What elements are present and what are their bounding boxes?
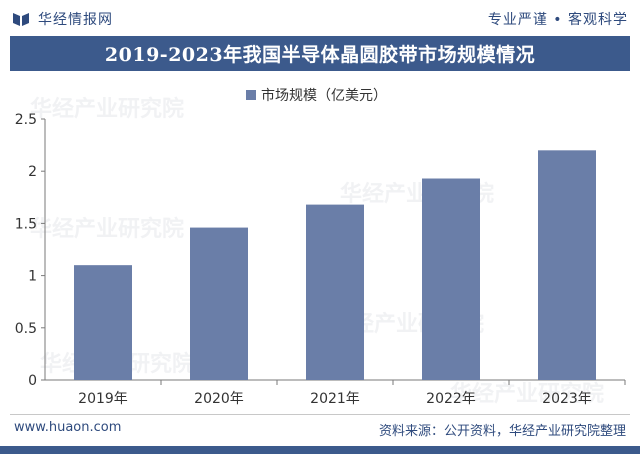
legend: 市场规模（亿美元） xyxy=(246,87,387,104)
y-tick-label: 1.5 xyxy=(15,216,37,232)
top-bar: 华经情报网 专业严谨 • 客观科学 xyxy=(0,0,640,36)
bottom-bar xyxy=(0,446,640,454)
x-tick-label: 2022年 xyxy=(426,391,476,407)
footer-source: 资料来源：公开资料，华经产业研究院整理 xyxy=(378,424,626,439)
bar-chart: 市场规模（亿美元） 0 0.5 1 1.5 2 2.5 2019年 2020年 2021年 2022… xyxy=(15,87,626,407)
legend-swatch xyxy=(246,90,256,100)
x-tick-label: 2020年 xyxy=(194,391,244,407)
y-tick-label: 0 xyxy=(28,373,37,389)
chart-area: 华经产业研究院 华经产业研究院 华经产业研究院 华经产业研究院 华经产业研究院 … xyxy=(0,71,640,414)
chart-title: 2019-2023年我国半导体晶圆胶带市场规模情况 xyxy=(10,36,630,71)
x-tick-label: 2021年 xyxy=(310,391,360,407)
brand-name: 华经情报网 xyxy=(38,12,113,28)
brand-slogan: 专业严谨 • 客观科学 xyxy=(487,12,628,28)
footer-website: www.huaon.com xyxy=(14,420,122,435)
bar xyxy=(190,227,248,380)
y-tick-label: 2.5 xyxy=(15,112,37,128)
brand-logo-icon xyxy=(13,13,29,26)
bar xyxy=(422,178,480,380)
bar xyxy=(538,150,596,380)
brand-logo: 华经情报网 xyxy=(12,9,113,29)
bar xyxy=(306,204,364,380)
y-tick-label: 2 xyxy=(28,164,37,180)
x-tick-label: 2019年 xyxy=(78,391,128,407)
y-tick-label: 0.5 xyxy=(15,321,37,337)
x-tick-label: 2023年 xyxy=(542,391,592,407)
legend-label: 市场规模（亿美元） xyxy=(261,87,387,104)
bar xyxy=(74,265,132,380)
y-tick-label: 1 xyxy=(28,269,37,285)
footer-divider xyxy=(10,414,630,415)
